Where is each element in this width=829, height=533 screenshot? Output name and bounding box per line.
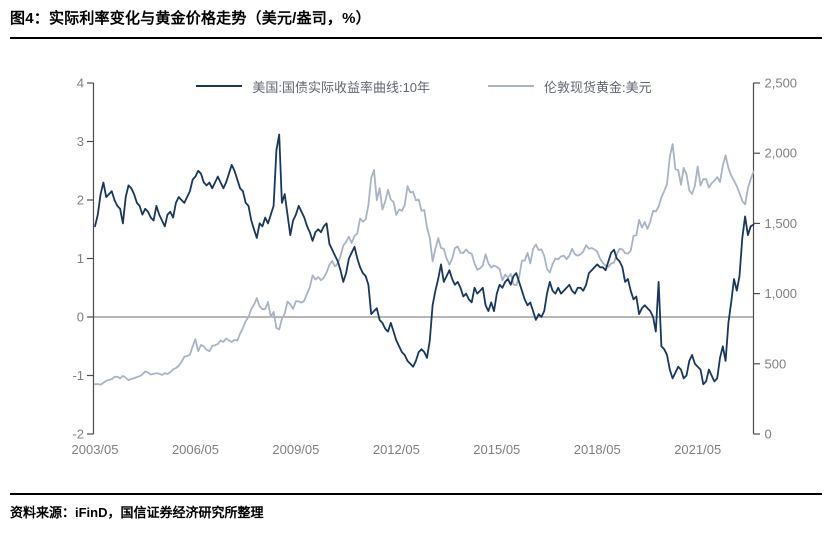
x-axis-tick-label: 2006/05 (172, 442, 219, 457)
left-axis-tick-label: 1 (77, 251, 84, 266)
right-axis-tick-label: 500 (765, 356, 787, 371)
left-axis-tick-label: 0 (77, 310, 84, 325)
us-real-yield-line (94, 133, 755, 386)
right-axis-tick-label: 1,000 (765, 286, 798, 301)
figure-title: 图4：实际利率变化与黄金价格走势（美元/盎司，%） (10, 10, 371, 27)
x-axis-tick-label: 2003/05 (72, 442, 119, 457)
yield-legend-label: 美国:国债实际收益率曲线:10年 (252, 79, 431, 95)
left-axis-tick-label: -2 (72, 427, 84, 442)
x-axis-tick-label: 2015/05 (473, 442, 520, 457)
x-axis-tick-label: 2012/05 (373, 442, 420, 457)
legend-item-london-gold: 伦敦现货黄金:美元 (488, 77, 652, 96)
right-axis-tick-label: 1,500 (765, 216, 798, 231)
x-axis-tick-label: 2021/05 (674, 442, 721, 457)
gold-legend-label: 伦敦现货黄金:美元 (544, 79, 652, 95)
london-gold-line (94, 143, 755, 386)
gold-line-swatch (488, 85, 535, 87)
x-axis-tick-label: 2009/05 (272, 442, 319, 457)
x-axis-tick-label: 2018/05 (574, 442, 621, 457)
left-axis-tick-label: 2 (77, 193, 84, 208)
footer-divider-rule (10, 493, 822, 495)
right-axis-tick-label: 2,500 (765, 76, 798, 91)
right-axis-tick-label: 0 (765, 427, 772, 442)
right-axis-tick-label: 2,000 (765, 146, 798, 161)
legend-item-us-real-yield: 美国:国债实际收益率曲线:10年 (196, 77, 430, 96)
left-axis-tick-label: 4 (77, 76, 84, 91)
left-axis-tick-label: 3 (77, 134, 84, 149)
chart-legend: 美国:国债实际收益率曲线:10年 伦敦现货黄金:美元 (94, 77, 754, 95)
left-axis-tick-label: -1 (72, 368, 84, 383)
yield-line-swatch (196, 85, 243, 87)
data-source-note: 资料来源：iFinD，国信证券经济研究所整理 (10, 505, 264, 520)
title-divider-rule (10, 37, 822, 39)
